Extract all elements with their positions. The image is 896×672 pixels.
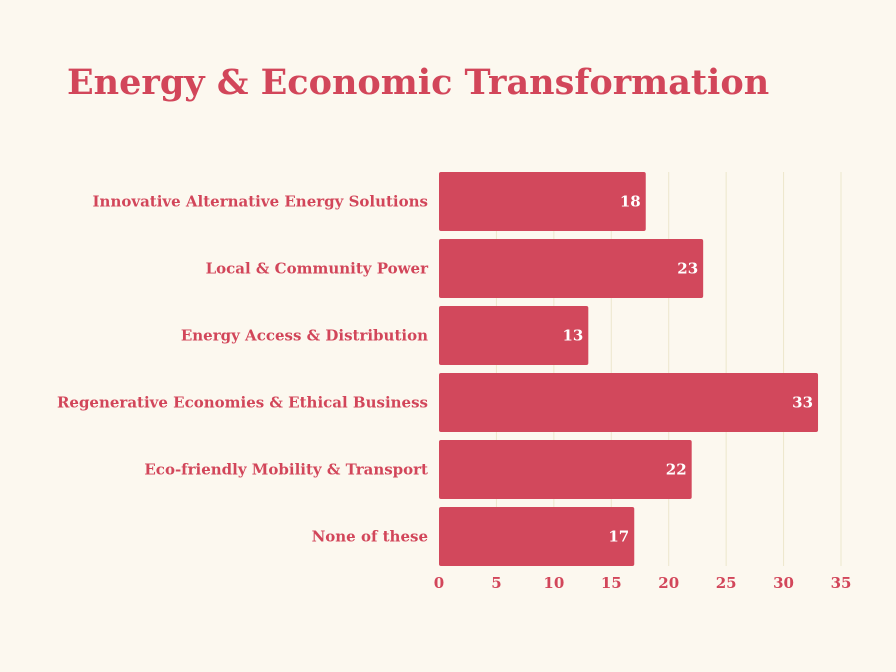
x-tick-label: 35 xyxy=(831,574,852,592)
bar-value-label: 22 xyxy=(666,461,687,479)
category-label: Local & Community Power xyxy=(206,260,429,278)
x-tick-label: 30 xyxy=(773,574,794,592)
bar xyxy=(439,440,692,499)
chart-title: Energy & Economic Transformation xyxy=(67,62,770,103)
x-tick-label: 0 xyxy=(434,574,444,592)
category-label: Energy Access & Distribution xyxy=(181,327,428,345)
bar-value-label: 17 xyxy=(608,528,629,546)
x-axis-ticks: 0 5 10 15 20 25 30 35 xyxy=(434,574,852,592)
bar-value-label: 23 xyxy=(677,260,698,278)
x-tick-label: 25 xyxy=(716,574,737,592)
category-label: Eco-friendly Mobility & Transport xyxy=(144,461,428,479)
bar-value-label: 18 xyxy=(620,193,641,211)
bar xyxy=(439,306,589,365)
category-label: Innovative Alternative Energy Solutions xyxy=(93,193,428,211)
bar-value-label: 33 xyxy=(792,394,813,412)
x-tick-label: 10 xyxy=(543,574,564,592)
bar xyxy=(439,239,704,298)
category-label: Regenerative Economies & Ethical Busines… xyxy=(57,394,428,412)
bar-value-label: 13 xyxy=(562,327,583,345)
bars: 18 23 13 33 22 17 xyxy=(439,172,819,566)
category-labels: Innovative Alternative Energy Solutions L… xyxy=(57,193,429,546)
x-tick-label: 15 xyxy=(601,574,622,592)
bar xyxy=(439,373,819,432)
bar xyxy=(439,507,635,566)
x-tick-label: 20 xyxy=(658,574,679,592)
x-tick-label: 5 xyxy=(491,574,501,592)
bar xyxy=(439,172,646,231)
gridlines xyxy=(495,172,842,566)
category-label: None of these xyxy=(312,528,428,546)
